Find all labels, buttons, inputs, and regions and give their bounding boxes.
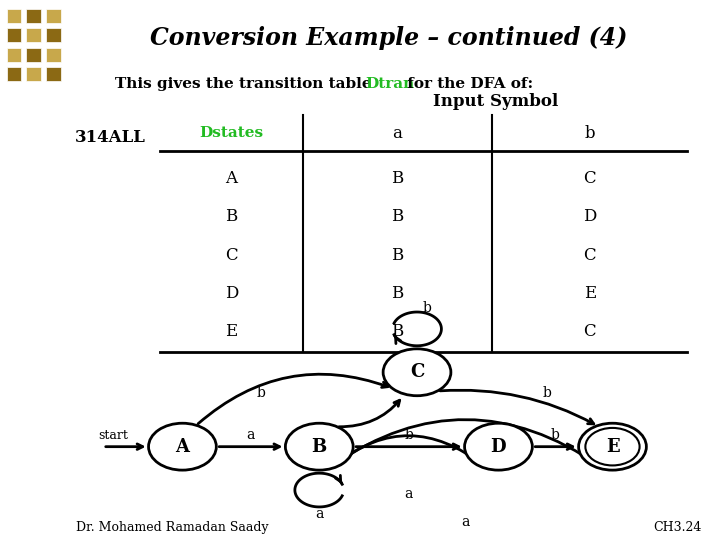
Text: C: C (583, 247, 596, 264)
Text: Conversion Example – continued (4): Conversion Example – continued (4) (150, 26, 628, 50)
Text: B: B (225, 208, 238, 225)
Text: E: E (225, 323, 238, 340)
Circle shape (285, 423, 353, 470)
Text: a: a (462, 515, 470, 529)
Text: b: b (256, 386, 265, 400)
Bar (46, 28, 60, 42)
Text: E: E (606, 438, 619, 456)
Text: B: B (392, 323, 404, 340)
Text: a: a (315, 507, 323, 521)
Text: B: B (392, 208, 404, 225)
Text: 314ALL: 314ALL (75, 129, 145, 146)
Circle shape (148, 423, 216, 470)
Bar (6, 28, 22, 42)
Text: Dtran: Dtran (366, 77, 415, 91)
Text: D: D (225, 285, 238, 302)
Text: C: C (225, 247, 238, 264)
Text: A: A (225, 170, 238, 187)
Bar (6, 9, 22, 23)
Text: b: b (405, 428, 413, 442)
Text: a: a (392, 125, 402, 142)
Bar (26, 28, 41, 42)
Text: B: B (312, 438, 327, 456)
Text: Input Symbol: Input Symbol (433, 93, 558, 110)
Text: This gives the transition table: This gives the transition table (115, 77, 377, 91)
Text: b: b (551, 428, 560, 442)
Text: CH3.24: CH3.24 (654, 521, 702, 534)
Text: Dr. Mohamed Ramadan Saady: Dr. Mohamed Ramadan Saady (76, 521, 269, 534)
Text: C: C (583, 170, 596, 187)
Circle shape (579, 423, 647, 470)
Bar (6, 68, 22, 82)
Bar (46, 9, 60, 23)
Text: start: start (98, 429, 127, 442)
Bar (26, 48, 41, 62)
Text: D: D (490, 438, 506, 456)
Text: C: C (410, 363, 424, 381)
Text: B: B (392, 285, 404, 302)
Circle shape (383, 349, 451, 396)
Bar (6, 48, 22, 62)
Text: b: b (423, 300, 431, 314)
Circle shape (464, 423, 532, 470)
Text: a: a (247, 428, 255, 442)
Bar (46, 48, 60, 62)
Text: A: A (176, 438, 189, 456)
Text: B: B (392, 170, 404, 187)
Text: for the DFA of:: for the DFA of: (402, 77, 533, 91)
Text: a: a (405, 487, 413, 501)
Text: b: b (543, 386, 552, 400)
Text: Dstates: Dstates (199, 126, 264, 140)
Bar (46, 68, 60, 82)
Text: E: E (583, 285, 596, 302)
Text: B: B (392, 247, 404, 264)
Text: C: C (583, 323, 596, 340)
Text: D: D (583, 208, 596, 225)
Bar (26, 68, 41, 82)
Text: b: b (585, 125, 595, 142)
Bar (26, 9, 41, 23)
